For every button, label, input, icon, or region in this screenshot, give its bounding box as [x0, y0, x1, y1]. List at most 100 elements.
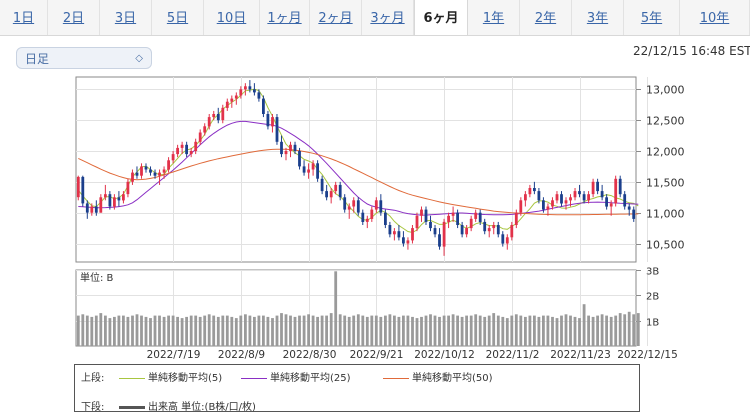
tab-2[interactable]: 3日: [100, 0, 152, 35]
volume-bar: [275, 315, 279, 346]
volume-bar: [609, 316, 613, 346]
volume-bar: [135, 314, 139, 346]
volume-bar: [591, 316, 595, 346]
candle-body: [614, 178, 618, 204]
legend-volume-swatch: [119, 405, 145, 409]
candle-body: [542, 200, 545, 210]
tab-6[interactable]: 2ヶ月: [310, 0, 362, 35]
interval-select[interactable]: 日足 ◇: [16, 47, 152, 69]
volume-bar: [478, 315, 482, 346]
x-tick-label: 2022/11/23: [550, 349, 611, 361]
tab-3[interactable]: 5日: [152, 0, 204, 35]
legend-ma5-label: 単純移動平均(5): [148, 373, 223, 384]
volume-bar: [338, 314, 342, 346]
volume-bar: [433, 315, 437, 346]
candle-body: [600, 191, 604, 198]
volume-bar: [420, 316, 423, 346]
volume-bar: [510, 315, 514, 346]
candle-body: [203, 126, 207, 133]
volume-bar: [474, 314, 478, 346]
volume-bar: [198, 316, 202, 346]
volume-bar: [397, 316, 401, 346]
candle-body: [271, 117, 274, 127]
candle-body: [253, 89, 256, 93]
tab-0[interactable]: 1日: [0, 0, 48, 35]
volume-bar: [451, 314, 455, 346]
volume-bar: [216, 316, 220, 346]
candle-body: [560, 194, 563, 204]
price-y-tick-label: 12,500: [646, 115, 685, 128]
volume-bar: [81, 314, 85, 346]
candle-body: [514, 212, 518, 225]
volume-bar: [293, 316, 297, 346]
volume-bar: [465, 315, 468, 346]
candle-body: [316, 163, 319, 179]
candle-body: [248, 86, 252, 90]
volume-bar: [402, 315, 405, 346]
candle-body: [176, 147, 179, 155]
candle-body: [153, 172, 157, 176]
candle-body: [122, 194, 125, 201]
volume-bar: [374, 315, 378, 346]
price-y-tick-label: 11,500: [646, 177, 685, 190]
tab-9[interactable]: 1年: [468, 0, 520, 35]
tab-5[interactable]: 1ヶ月: [260, 0, 310, 35]
candle-body: [126, 181, 130, 195]
candle-body: [289, 144, 292, 151]
candle-body: [483, 221, 487, 232]
volume-bar: [393, 315, 396, 346]
tab-11[interactable]: 3年: [572, 0, 624, 35]
volume-bar: [429, 314, 432, 346]
volume-bar: [248, 315, 252, 346]
legend-lower-label: 下段:: [81, 402, 105, 413]
candle-body: [158, 172, 161, 176]
volume-bar: [253, 316, 256, 346]
volume-bar: [162, 316, 166, 346]
candle-body: [388, 225, 392, 235]
volume-bar: [514, 314, 518, 346]
volume-bar: [180, 318, 184, 346]
volume-bar: [361, 315, 365, 346]
candle-body: [365, 218, 369, 222]
candle-body: [275, 117, 279, 142]
volume-unit-label: 単位: B: [80, 271, 114, 284]
tab-4[interactable]: 10日: [204, 0, 260, 35]
volume-bar: [298, 315, 301, 346]
volume-bars: [76, 271, 640, 346]
candle-body: [338, 184, 342, 198]
tab-1[interactable]: 2日: [48, 0, 100, 35]
candle-body: [329, 191, 333, 198]
volume-bar: [442, 315, 446, 346]
timestamp: 22/12/15 16:48 EST: [633, 44, 750, 58]
candle-body: [605, 197, 608, 207]
legend-volume: 出来高 単位:(B株/口/枚): [119, 398, 256, 413]
tab-8[interactable]: 6ヶ月: [414, 0, 468, 35]
volume-bar: [492, 313, 496, 346]
tab-7[interactable]: 3ヶ月: [362, 0, 414, 35]
volume-bar: [329, 313, 333, 346]
candle-body: [492, 225, 496, 229]
legend-upper-label: 上段:: [81, 373, 105, 384]
candle-body: [221, 107, 225, 121]
candle-body: [587, 194, 590, 201]
x-tick-label: 2022/9/21: [350, 349, 404, 361]
volume-bar: [113, 316, 116, 346]
volume-bar: [587, 315, 590, 346]
candle-body: [438, 234, 441, 247]
volume-bar: [90, 316, 94, 346]
volume-y-tick-label: 1B: [646, 318, 659, 329]
volume-bar: [533, 315, 536, 346]
legend-ma50-label: 単純移動平均(50): [412, 373, 493, 384]
volume-bar: [519, 315, 523, 346]
volume-bar: [487, 315, 491, 346]
volume-bar: [334, 271, 338, 346]
volume-bar: [582, 304, 586, 346]
candle-body: [555, 194, 559, 201]
volume-bar: [636, 313, 640, 346]
tab-12[interactable]: 5年: [624, 0, 680, 35]
volume-bar: [320, 315, 324, 346]
candle-body: [212, 114, 216, 118]
price-y-tick-label: 13,000: [646, 84, 685, 97]
tab-10[interactable]: 2年: [520, 0, 572, 35]
